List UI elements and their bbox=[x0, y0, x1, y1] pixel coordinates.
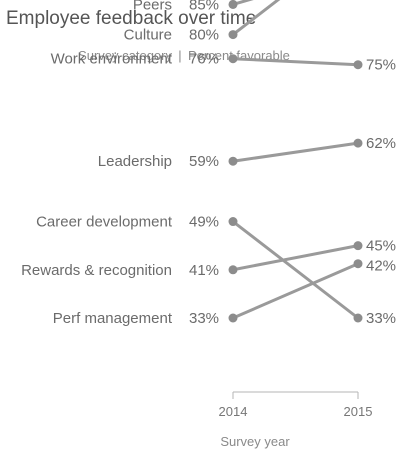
point-2015-perf-management bbox=[353, 259, 363, 269]
category-label-career-development: Career development bbox=[36, 214, 173, 231]
point-2014-peers bbox=[228, 0, 238, 9]
slope-line-career-development bbox=[231, 220, 360, 320]
point-2014-rewards-recognition bbox=[228, 265, 238, 275]
x-tick-label-2015: 2015 bbox=[344, 404, 373, 419]
value-label-2015-career-development: 33% bbox=[366, 310, 396, 327]
value-label-2014-career-development: 49% bbox=[189, 214, 219, 231]
value-label-2015-perf-management: 42% bbox=[366, 258, 396, 275]
x-axis-label: Survey year bbox=[220, 434, 290, 449]
header-separator: | bbox=[178, 48, 181, 63]
slope-line-work-environment bbox=[231, 57, 360, 67]
slope-line-perf-management bbox=[231, 262, 360, 320]
point-2014-work-environment bbox=[228, 54, 238, 64]
point-2015-work-environment bbox=[353, 60, 363, 70]
slope-line-rewards-recognition bbox=[231, 244, 360, 272]
value-label-2015-leadership: 62% bbox=[366, 135, 396, 152]
header-category: Survey category bbox=[78, 48, 172, 63]
point-2014-culture bbox=[228, 30, 238, 40]
chart-title: Employee feedback over time bbox=[6, 8, 256, 29]
x-tick-label-2014: 2014 bbox=[219, 404, 248, 419]
value-label-2014-perf-management: 33% bbox=[189, 310, 219, 327]
point-2015-rewards-recognition bbox=[353, 241, 363, 251]
point-2015-career-development bbox=[353, 313, 363, 323]
value-label-2015-work-environment: 75% bbox=[366, 57, 396, 74]
value-label-2014-work-environment: 76% bbox=[189, 51, 219, 68]
value-label-2014-rewards-recognition: 41% bbox=[189, 262, 219, 279]
slope-line-leadership bbox=[231, 141, 360, 163]
category-label-peers: Peers bbox=[133, 0, 172, 13]
slope-line-culture bbox=[231, 0, 281, 37]
value-label-2014-culture: 80% bbox=[189, 27, 219, 44]
category-label-work-environment: Work environment bbox=[51, 51, 173, 68]
category-label-culture: Culture bbox=[124, 27, 172, 44]
value-label-2015-rewards-recognition: 45% bbox=[366, 238, 396, 255]
point-2014-career-development bbox=[228, 217, 238, 227]
point-2014-perf-management bbox=[228, 313, 238, 323]
category-label-leadership: Leadership bbox=[98, 153, 172, 170]
value-label-2014-leadership: 59% bbox=[189, 153, 219, 170]
value-label-2014-peers: 85% bbox=[189, 0, 219, 13]
slope-line-peers bbox=[231, 0, 254, 6]
point-2014-leadership bbox=[228, 156, 238, 166]
point-2015-leadership bbox=[353, 138, 363, 148]
category-label-perf-management: Perf management bbox=[53, 310, 173, 327]
category-label-rewards-recognition: Rewards & recognition bbox=[21, 262, 172, 279]
